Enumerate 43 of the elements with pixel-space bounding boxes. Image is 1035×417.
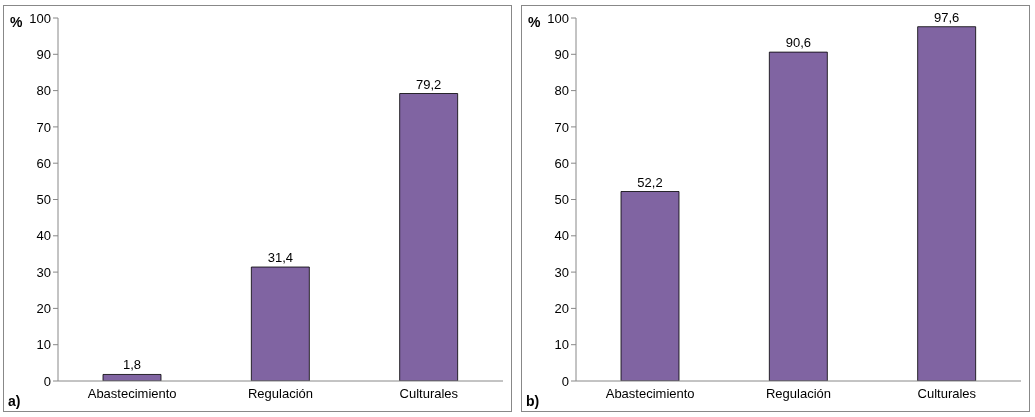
y-tick-label: 50 <box>554 192 569 208</box>
y-axis-title: % <box>10 14 23 30</box>
bar <box>620 191 680 381</box>
x-tick-label: Abastecimiento <box>605 386 695 402</box>
y-tick-label: 80 <box>36 83 51 99</box>
y-tick-label: 40 <box>554 228 569 244</box>
y-tick-label: 100 <box>547 10 569 26</box>
y-tick-label: 100 <box>29 10 51 26</box>
data-label: 90,6 <box>785 35 811 51</box>
data-label: 79,2 <box>416 76 442 92</box>
data-label: 1,8 <box>122 357 142 373</box>
y-tick-label: 90 <box>36 46 51 62</box>
y-tick-label: 80 <box>554 83 569 99</box>
x-tick-label: Abastecimiento <box>87 386 177 402</box>
y-tick-label: 60 <box>36 155 51 171</box>
x-tick-label: Culturales <box>399 386 459 402</box>
y-axis-title: % <box>528 14 541 30</box>
y-tick-label: 30 <box>36 264 51 280</box>
x-tick-label: Regulación <box>247 386 314 402</box>
y-tick-label: 70 <box>36 119 51 135</box>
bar <box>917 26 977 381</box>
y-tick-label: 20 <box>36 301 51 317</box>
y-tick-label: 0 <box>561 373 569 389</box>
y-tick-label: 60 <box>554 155 569 171</box>
bar <box>399 93 459 381</box>
bar <box>768 51 828 381</box>
x-tick-label: Culturales <box>917 386 977 402</box>
y-tick-label: 20 <box>554 301 569 317</box>
y-tick-label: 30 <box>554 264 569 280</box>
data-label: 97,6 <box>934 9 960 25</box>
text: b) <box>526 393 540 409</box>
text: a) <box>8 393 21 409</box>
y-tick-label: 0 <box>43 373 51 389</box>
y-tick-label: 50 <box>36 192 51 208</box>
y-tick-label: 90 <box>554 46 569 62</box>
bar <box>250 266 310 381</box>
data-label: 52,2 <box>637 174 663 190</box>
y-tick-label: 10 <box>36 337 51 353</box>
y-tick-label: 10 <box>554 337 569 353</box>
x-tick-label: Regulación <box>765 386 832 402</box>
y-tick-label: 40 <box>36 228 51 244</box>
data-label: 31,4 <box>267 250 293 266</box>
y-tick-label: 70 <box>554 119 569 135</box>
